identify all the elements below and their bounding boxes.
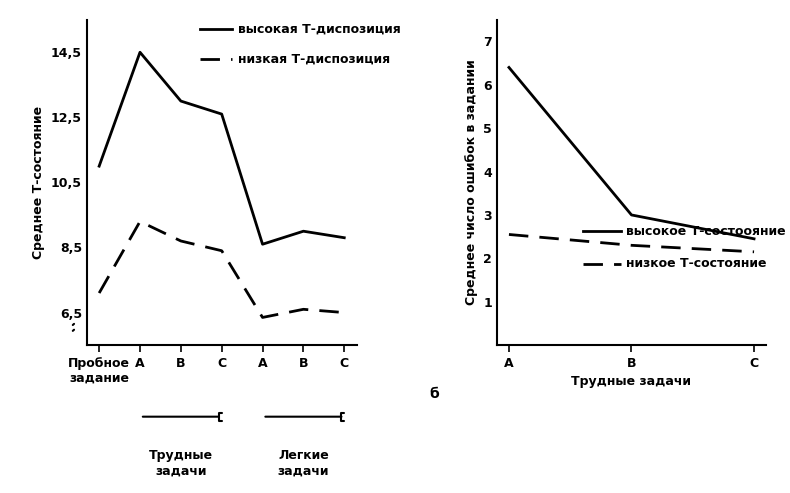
Y-axis label: Среднее число ошибок в задании: Среднее число ошибок в задании [465, 60, 477, 305]
X-axis label: Трудные задачи: Трудные задачи [571, 376, 691, 388]
Text: б: б [429, 387, 439, 401]
Text: высокая Т-диспозиция: высокая Т-диспозиция [238, 23, 401, 36]
Text: Трудные
задачи: Трудные задачи [149, 449, 213, 477]
Text: высокое Т-состоояние: высокое Т-состоояние [626, 225, 786, 238]
Text: низкое Т-состояние: низкое Т-состояние [626, 257, 766, 270]
Text: низкая Т-диспозиция: низкая Т-диспозиция [238, 52, 390, 65]
Text: Легкие
задачи: Легкие задачи [277, 449, 329, 477]
Y-axis label: Среднее Т-состояние: Среднее Т-состояние [32, 106, 46, 259]
